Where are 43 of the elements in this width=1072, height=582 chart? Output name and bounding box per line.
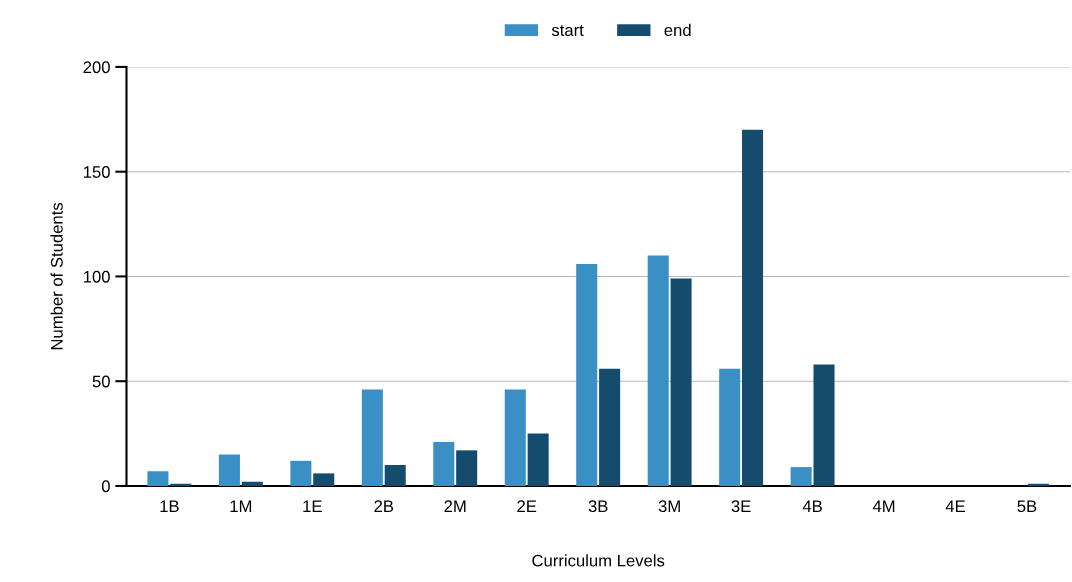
x-tick-label: 1M bbox=[230, 500, 252, 512]
x-tick-label: 2M bbox=[444, 500, 466, 512]
bar bbox=[647, 255, 669, 486]
bar bbox=[670, 278, 692, 486]
x-tick-label: 4E bbox=[945, 500, 965, 512]
bar bbox=[1027, 483, 1049, 486]
y-axis-title: Number of Students bbox=[50, 202, 63, 350]
x-tick-label: 3M bbox=[658, 500, 680, 513]
bar bbox=[384, 465, 406, 486]
bar bbox=[742, 129, 764, 486]
x-tick-label: 5B bbox=[1017, 500, 1037, 513]
y-tick-label: 0 bbox=[101, 480, 110, 493]
legend-label: start bbox=[551, 25, 584, 37]
bar bbox=[433, 441, 455, 486]
bar bbox=[504, 389, 526, 486]
bar bbox=[719, 368, 741, 486]
bar bbox=[576, 263, 598, 486]
x-tick-label: 1B bbox=[160, 500, 179, 512]
bar bbox=[361, 389, 383, 486]
bar bbox=[313, 473, 335, 486]
bar bbox=[813, 364, 835, 486]
x-axis-title: Curriculum Levels bbox=[532, 554, 665, 567]
x-tick-label: 4M bbox=[872, 500, 895, 512]
legend-label: end bbox=[664, 23, 691, 37]
y-tick-label: 50 bbox=[92, 375, 110, 388]
y-tick-label: 200 bbox=[83, 61, 110, 74]
x-tick-label: 1E bbox=[303, 500, 322, 512]
y-tick-label: 100 bbox=[83, 270, 110, 283]
bar bbox=[218, 454, 240, 486]
bar bbox=[456, 450, 478, 486]
x-tick-label: 4B bbox=[802, 500, 822, 512]
x-tick-label: 2E bbox=[517, 500, 537, 512]
bar bbox=[147, 471, 169, 486]
bar bbox=[790, 467, 812, 486]
bar bbox=[241, 481, 263, 486]
x-tick-label: 3E bbox=[731, 500, 751, 513]
y-tick-label: 150 bbox=[83, 166, 110, 178]
x-tick-label: 3B bbox=[588, 500, 608, 513]
bar bbox=[290, 460, 312, 486]
x-tick-label: 2B bbox=[374, 500, 394, 512]
bar bbox=[599, 368, 621, 486]
bar bbox=[527, 433, 549, 486]
bar bbox=[170, 483, 192, 486]
